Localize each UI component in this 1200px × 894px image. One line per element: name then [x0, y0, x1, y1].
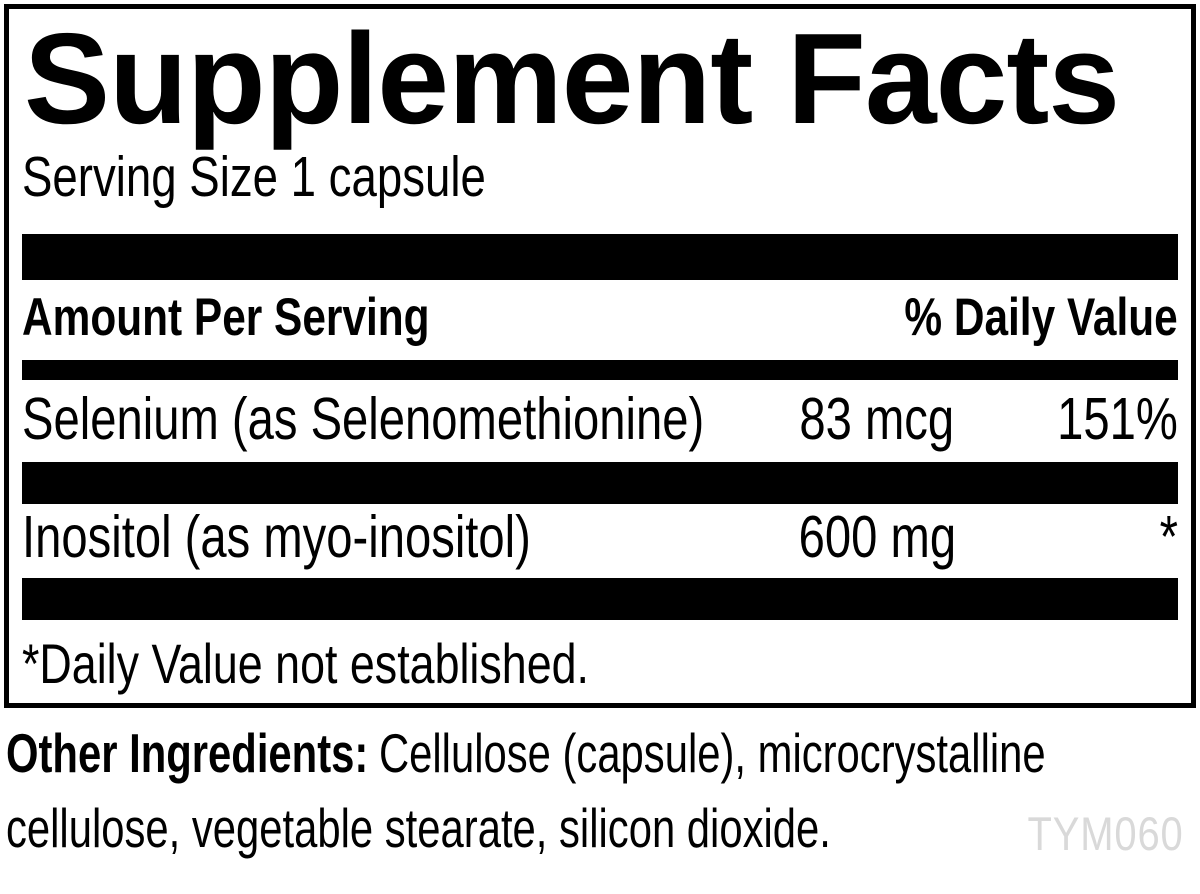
- nutrient-name: Selenium (as Selenomethionine): [22, 386, 705, 453]
- nutrient-row-inositol: Inositol (as myo-inositol) 600 mg *: [22, 506, 1178, 570]
- separator-bar-mid-1: [22, 462, 1178, 505]
- panel-title: Supplement Facts: [24, 7, 1120, 151]
- separator-bar-header: [22, 360, 1178, 381]
- table-header-row: Amount Per Serving % Daily Value: [22, 288, 1178, 348]
- other-ingredients-label: Other Ingredients:: [6, 722, 369, 784]
- serving-size: Serving Size 1 capsule: [22, 145, 1178, 209]
- daily-value-footnote: *Daily Value not established.: [22, 632, 589, 696]
- serving-size-text: Serving Size 1 capsule: [22, 145, 486, 209]
- nutrient-name: Inositol (as myo-inositol): [22, 504, 531, 571]
- nutrient-amount: 83 mcg: [799, 386, 955, 453]
- other-ingredients-line-2: cellulose, vegetable stearate, silicon d…: [6, 796, 831, 859]
- other-ingredients-text-1: Cellulose (capsule), microcrystalline: [378, 722, 1046, 784]
- separator-bar-top: [22, 234, 1178, 281]
- nutrient-amount: 600 mg: [798, 504, 956, 571]
- separator-bar-mid-2: [22, 578, 1178, 621]
- percent-daily-value-header: % Daily Value: [904, 288, 1178, 348]
- other-ingredients-line-1: Other Ingredients: Cellulose (capsule), m…: [6, 716, 1192, 791]
- supplement-facts-panel: Supplement Facts Serving Size 1 capsule …: [4, 4, 1196, 708]
- nutrient-daily-value: 151%: [1057, 386, 1178, 453]
- nutrient-daily-value: *: [1159, 504, 1178, 571]
- other-ingredients: Other Ingredients: Cellulose (capsule), m…: [6, 716, 1192, 866]
- nutrient-row-selenium: Selenium (as Selenomethionine) 83 mcg 15…: [22, 388, 1178, 452]
- product-code: TYM060: [1027, 807, 1184, 860]
- amount-per-serving-header: Amount Per Serving: [22, 288, 430, 348]
